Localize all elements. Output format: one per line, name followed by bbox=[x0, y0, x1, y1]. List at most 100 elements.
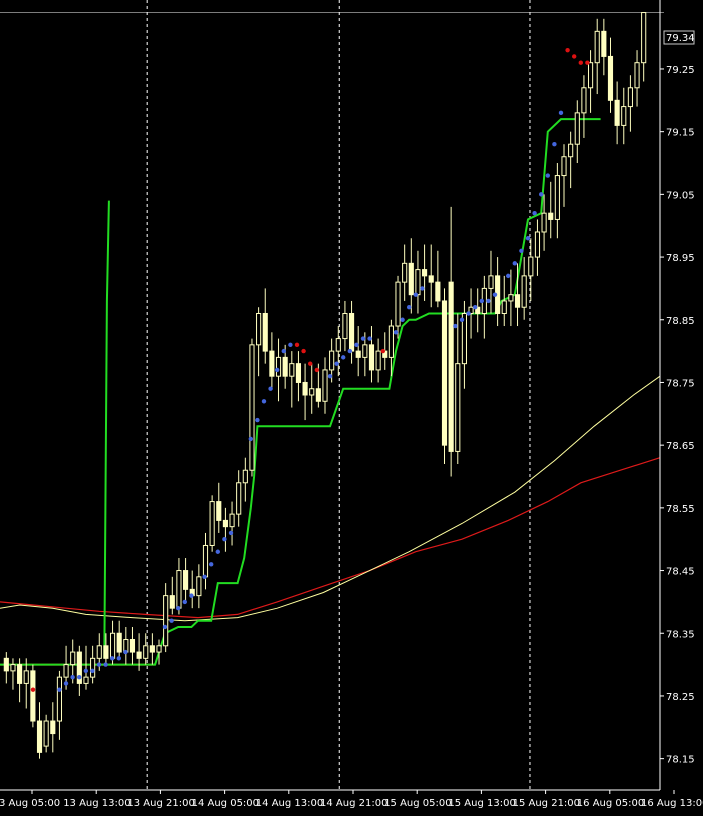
sar-dot-up bbox=[268, 386, 273, 391]
candle-body-bull bbox=[402, 262, 408, 283]
candle bbox=[136, 633, 142, 671]
candle-body-bear bbox=[435, 281, 441, 302]
candle-body-bear bbox=[607, 55, 614, 101]
candle bbox=[229, 501, 235, 546]
candle-body-bear bbox=[428, 275, 434, 283]
candle-body-bear bbox=[475, 306, 481, 314]
sar-dot-up bbox=[275, 367, 280, 373]
candle bbox=[262, 288, 268, 364]
candle bbox=[581, 75, 587, 138]
candle bbox=[634, 50, 640, 107]
y-tick-label: 78.35 bbox=[666, 629, 695, 640]
sar-dot-down bbox=[308, 361, 313, 366]
candle bbox=[209, 495, 215, 552]
candle-body-bull bbox=[468, 306, 474, 314]
candle bbox=[488, 250, 494, 314]
candle-body-bull bbox=[229, 513, 235, 528]
sar-dot-up bbox=[525, 236, 531, 241]
candle-body-bull bbox=[90, 657, 96, 678]
moving-averages bbox=[0, 375, 661, 622]
candle bbox=[143, 633, 149, 665]
candle bbox=[256, 307, 262, 377]
candle-body-bear bbox=[302, 381, 308, 396]
candle bbox=[528, 238, 534, 301]
candle-body-bear bbox=[368, 344, 375, 371]
sar-dot-down bbox=[380, 348, 385, 354]
sar-dot-down bbox=[572, 54, 577, 59]
candle bbox=[554, 163, 560, 239]
y-tick-label: 78.95 bbox=[666, 253, 695, 264]
sar-dot-up bbox=[486, 298, 491, 304]
trailing-stop-line bbox=[0, 118, 601, 666]
candle-body-bull bbox=[289, 363, 295, 377]
candle bbox=[587, 50, 594, 113]
candle-body-bull bbox=[256, 312, 262, 346]
sar-dot-up bbox=[407, 305, 412, 310]
candle-body-bear bbox=[3, 657, 9, 672]
candle-body-bull bbox=[309, 388, 315, 396]
candle bbox=[56, 670, 63, 740]
sar-dot-up bbox=[110, 656, 115, 661]
sar-dot-up bbox=[77, 674, 82, 680]
candle-body-bull bbox=[561, 156, 567, 177]
sar-dot-up bbox=[393, 330, 399, 335]
candle bbox=[568, 131, 574, 189]
candle-body-bear bbox=[441, 300, 448, 446]
y-tick-label: 78.15 bbox=[666, 755, 695, 766]
sar-dot-up bbox=[70, 674, 75, 680]
sar-dot-up bbox=[360, 336, 366, 341]
slow-moving-average-line bbox=[0, 457, 661, 619]
candle bbox=[129, 626, 136, 665]
candle-body-bear bbox=[76, 651, 82, 684]
candle-body-bear bbox=[36, 720, 43, 753]
candle bbox=[455, 313, 461, 464]
sar-dot-up bbox=[83, 668, 89, 674]
sar-dot-up bbox=[545, 173, 550, 178]
candle bbox=[541, 194, 547, 251]
x-tick-label: 13 Aug 13:00 bbox=[63, 798, 130, 809]
candle-body-bear bbox=[262, 312, 268, 352]
sar-dot-up bbox=[116, 656, 122, 661]
sar-dot-up bbox=[354, 342, 359, 348]
candle-body-bull bbox=[23, 670, 29, 684]
candle bbox=[614, 81, 620, 145]
candle bbox=[169, 576, 175, 615]
x-tick-label: 15 Aug 21:00 bbox=[513, 798, 580, 809]
candle-body-bull bbox=[488, 275, 494, 289]
candle-body-bull bbox=[362, 344, 368, 358]
candle bbox=[521, 257, 527, 320]
candle bbox=[508, 269, 514, 327]
x-tick-label: 13 Aug 21:00 bbox=[127, 798, 194, 809]
candle bbox=[222, 507, 228, 552]
sar-dot-up bbox=[413, 292, 418, 297]
candle bbox=[342, 300, 348, 352]
candle-body-bear bbox=[129, 639, 136, 653]
candle bbox=[388, 319, 394, 377]
candle-body-bear bbox=[30, 670, 36, 722]
candle-body-bear bbox=[514, 294, 521, 308]
candle-body-bull bbox=[587, 62, 594, 89]
candle-body-bear bbox=[355, 350, 361, 358]
x-tick-label: 16 Aug 05:00 bbox=[577, 798, 644, 809]
y-tick-label: 79.05 bbox=[666, 190, 695, 201]
x-tick-label: 14 Aug 13:00 bbox=[256, 798, 323, 809]
sar-dot-up bbox=[288, 342, 293, 348]
candle-body-bull bbox=[275, 356, 282, 377]
sar-dot-up bbox=[492, 292, 498, 297]
candle-body-bear bbox=[448, 281, 454, 452]
candle-body-bull bbox=[574, 112, 580, 145]
sar-dot-up bbox=[103, 662, 108, 667]
candle bbox=[561, 144, 567, 207]
sar-dot-up bbox=[215, 549, 220, 554]
candle-body-bear bbox=[269, 350, 275, 377]
candle bbox=[309, 363, 315, 414]
candle-body-bear bbox=[50, 720, 56, 735]
candle-body-bull bbox=[581, 87, 587, 114]
candle bbox=[395, 275, 401, 339]
sar-dot-down bbox=[565, 47, 570, 53]
candle bbox=[428, 244, 434, 308]
candle bbox=[183, 558, 189, 602]
candle-body-bear bbox=[601, 30, 607, 57]
